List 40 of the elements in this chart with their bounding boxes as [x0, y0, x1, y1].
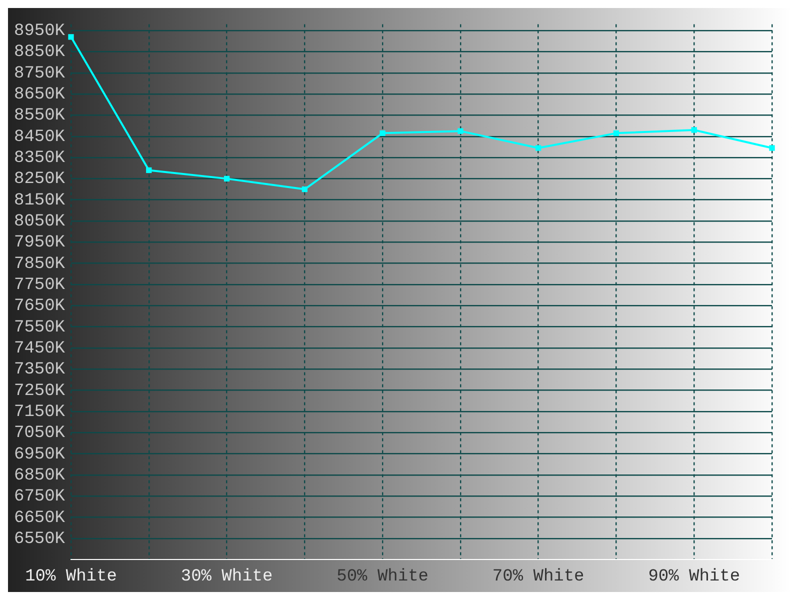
point — [458, 128, 464, 134]
y-tick-label: 8550K — [14, 106, 66, 126]
y-tick-label: 7850K — [14, 254, 66, 274]
point — [769, 145, 775, 151]
y-tick-label: 8350K — [14, 149, 66, 168]
y-tick-label: 7550K — [14, 318, 66, 338]
y-tick-label: 7450K — [14, 339, 66, 358]
y-tick-label: 7750K — [14, 276, 66, 295]
y-tick-label: 7050K — [14, 424, 66, 444]
y-tick-label: 8750K — [14, 64, 66, 84]
y-tick-label: 8450K — [14, 128, 66, 147]
x-tick-label: 50% White — [336, 567, 428, 586]
point — [224, 176, 230, 182]
point — [613, 130, 620, 136]
y-tick-label: 7350K — [14, 360, 66, 380]
point — [536, 145, 542, 151]
point — [380, 130, 386, 136]
y-tick-label: 6650K — [14, 508, 66, 528]
x-tick-label: 30% White — [180, 567, 273, 586]
point — [691, 127, 697, 133]
x-tick-label: 90% White — [648, 567, 740, 586]
y-tick-label: 8250K — [14, 170, 66, 190]
y-tick-label: 7150K — [14, 402, 66, 422]
y-tick-label: 7250K — [14, 382, 66, 401]
y-tick-label: 6850K — [14, 466, 66, 486]
x-tick-label: 10% White — [25, 567, 117, 586]
y-tick-label: 8850K — [14, 43, 66, 62]
y-tick-label: 7650K — [14, 297, 66, 316]
point — [68, 34, 74, 40]
point — [302, 186, 308, 192]
y-tick-label: 8950K — [14, 22, 66, 42]
x-tick-label: 70% White — [492, 567, 584, 586]
y-tick-label: 6550K — [14, 530, 66, 549]
y-tick-label: 7950K — [14, 234, 66, 253]
y-tick-label: 8050K — [14, 212, 66, 232]
y-tick-label: 8650K — [14, 86, 66, 105]
y-tick-label: 8150K — [14, 191, 66, 210]
point — [146, 167, 152, 174]
y-tick-label: 6750K — [14, 488, 66, 507]
y-tick-label: 6950K — [14, 445, 66, 464]
